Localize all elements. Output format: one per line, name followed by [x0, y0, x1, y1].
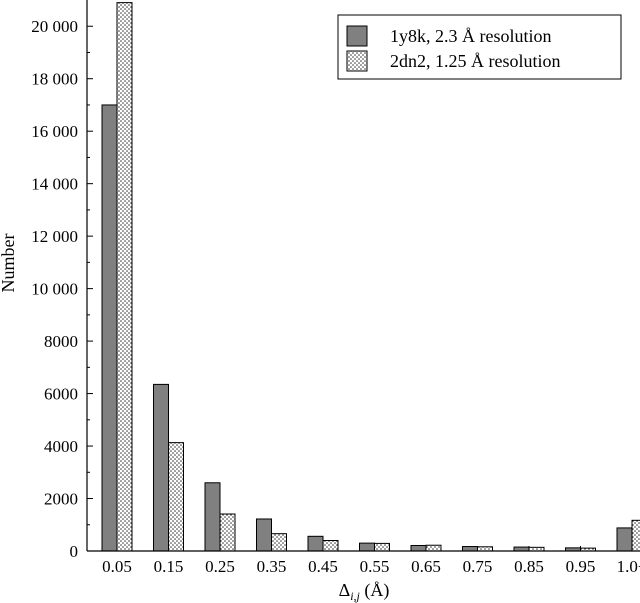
bar-series-2-0.75	[477, 546, 493, 552]
bar-series-1-0.25	[204, 482, 221, 552]
bar-series-1-0.35	[256, 518, 272, 552]
legend-swatch-series-2	[346, 50, 368, 72]
x-tick-label: 0.95	[566, 557, 596, 576]
x-axis-title-symbol: Δ	[339, 580, 351, 600]
x-axis-title: Δi,j (Å)	[339, 580, 390, 603]
bar-series-2-0.05	[116, 2, 133, 552]
axes-layer	[86, 0, 640, 552]
y-tick-label: 18 000	[31, 70, 78, 89]
x-axis-title-unit: (Å)	[360, 580, 390, 601]
x-ticks: 0.05 0.15 0.25 0.35 0.45 0.55 0.65 0.75 0.85 0.95…	[102, 546, 640, 576]
bar-series-2-0.15	[168, 442, 184, 552]
bar-series-2-0.35	[271, 533, 287, 552]
y-tick-label: 6000	[44, 385, 78, 404]
bars-layer	[101, 2, 640, 552]
y-tick-label: 14 000	[31, 175, 78, 194]
bar-series-1-0.75	[462, 546, 478, 552]
y-tick-label: 20 000	[31, 17, 78, 36]
y-tick-label: 16 000	[31, 122, 78, 141]
legend-label-series-2: 2dn2, 1.25 Å resolution	[390, 51, 561, 71]
y-tick-label: 8000	[44, 332, 78, 351]
y-tick-label: 12 000	[31, 227, 78, 246]
x-tick-label: 0.05	[102, 557, 132, 576]
legend-label-series-1: 1y8k, 2.3 Å resolution	[390, 26, 552, 46]
bar-series-1-0.15	[153, 383, 169, 552]
x-tick-label: 0.15	[154, 557, 184, 576]
legend-box	[337, 14, 622, 80]
bar-series-1-0.45	[307, 535, 324, 552]
bar-series-1-0.05	[101, 104, 118, 552]
x-tick-label: 0.35	[257, 557, 287, 576]
x-tick-label: 0.55	[360, 557, 390, 576]
y-tick-label: 4000	[44, 437, 78, 456]
y-tick-label: 2000	[44, 490, 78, 509]
y-tick-label: 0	[70, 542, 79, 561]
y-axis-title: Number	[0, 234, 18, 293]
bar-series-1-0.55	[359, 542, 375, 552]
bar-series-2-0.55	[374, 542, 390, 552]
y-ticks: 0 2000 4000 6000 8000 10 000 12 000 14 000 16 00…	[31, 17, 93, 561]
bar-series-1-0.65	[410, 544, 427, 552]
legend: 1y8k, 2.3 Å resolution 2dn2, 1.25 Å reso…	[337, 14, 622, 80]
x-tick-label: 0.45	[308, 557, 338, 576]
x-tick-label: 0.25	[205, 557, 235, 576]
bar-series-2-0.25	[219, 513, 236, 552]
y-tick-label: 10 000	[31, 280, 78, 299]
x-tick-label: 1.0+	[617, 557, 640, 576]
x-tick-label: 0.65	[411, 557, 441, 576]
bar-series-2-1.0+	[631, 519, 640, 552]
legend-swatch-series-1	[346, 25, 368, 47]
x-axis-title-subscript: i,j	[350, 589, 360, 603]
x-tick-label: 0.85	[514, 557, 544, 576]
bar-series-2-0.45	[322, 540, 339, 552]
bar-series-2-0.65	[425, 544, 442, 552]
bar-series-1-1.0+	[616, 527, 633, 552]
x-tick-label: 0.75	[463, 557, 493, 576]
